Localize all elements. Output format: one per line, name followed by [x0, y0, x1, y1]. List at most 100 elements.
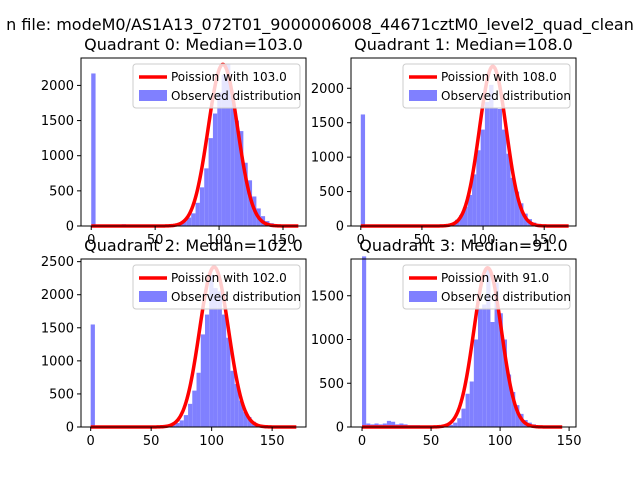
quadrant-3-y-tick-label-1500: 1500 [311, 289, 344, 304]
quadrant-3-x-tick-label-0: 0 [358, 434, 366, 449]
quadrant-3-legend: Poission with 91.0 Observed distribution [402, 264, 571, 310]
quadrant-2-histogram-bar-26 [200, 334, 205, 427]
quadrant-2-histogram-bar-32 [226, 337, 231, 427]
quadrant-1-x-tick-label-100: 100 [471, 233, 496, 248]
quadrant-2-histogram-bar-22 [183, 415, 189, 427]
quadrant-1-y-tick-label-1000: 1000 [311, 151, 344, 166]
quadrant-3-y-tick-label-1000: 1000 [311, 333, 344, 348]
quadrant-3-histogram-bar-24 [461, 408, 466, 428]
quadrant-3-y-tick-label-500: 500 [319, 377, 344, 392]
quadrant-0-x-tick-label-50: 50 [147, 233, 164, 248]
quadrant-2-title: Quadrant 2: Median=102.0 [84, 236, 303, 255]
quadrant-1-histogram-bar-24 [463, 206, 468, 226]
quadrant-3-histogram-bar-6 [386, 420, 392, 428]
quadrant-3-histogram-bar-37 [515, 405, 520, 428]
quadrant-3-x-tick-label-50: 50 [423, 434, 440, 449]
quadrant-0-histogram-bars [91, 64, 300, 227]
quadrant-2-histogram-bar-36 [243, 411, 248, 427]
quadrant-2-y-tick-label-500: 500 [49, 387, 74, 402]
quadrant-3-histogram-bar-28 [477, 308, 483, 428]
quadrant-2-histogram-bar-20 [175, 423, 180, 427]
quadrant-2-y-tick-label-2500: 2500 [41, 255, 74, 270]
quadrant-3-x-tick-label-100: 100 [488, 434, 513, 449]
quadrant-2-histogram-bar-30 [217, 291, 222, 427]
quadrant-1-histogram-bar-27 [476, 150, 481, 226]
quadrant-2-histogram-bar-33 [230, 370, 235, 427]
quadrant-0-x-tick-label-100: 100 [207, 233, 232, 248]
quadrant-3-legend-histogram-swatch [409, 291, 437, 302]
quadrant-0-y-axis: 0 500 1000 1500 2000 [41, 79, 81, 235]
quadrant-1-histogram-bar-25 [467, 195, 473, 226]
quadrant-0-histogram-bar-35 [243, 162, 248, 226]
quadrant-0-histogram-bar-27 [208, 138, 213, 226]
quadrant-0-histogram-bar-28 [212, 113, 218, 226]
quadrant-0-x-axis: 0 50 100 150 [87, 226, 295, 248]
quadrant-0-panel: 0 50 100 150 0 500 1000 1500 2000 Poission with… [41, 35, 307, 248]
quadrant-1-x-tick-label-150: 150 [532, 233, 557, 248]
quadrant-2-histogram-bar-31 [221, 314, 227, 427]
quadrant-3-x-axis: 0 50 100 150 [358, 427, 582, 449]
quadrant-1-panel: 0 50 100 150 0 500 1000 1500 2000 Poission with… [311, 35, 577, 248]
quadrant-1-axes-frame [350, 57, 577, 227]
quadrant-3-title: Quadrant 3: Median=91.0 [359, 236, 567, 255]
quadrant-3-histogram-bar-36 [511, 392, 516, 427]
quadrant-3-histogram-bar-22 [453, 422, 458, 428]
quadrant-0-histogram-bar-33 [234, 120, 240, 226]
quadrant-0-y-tick-label-1500: 1500 [41, 114, 74, 129]
quadrant-2-x-axis: 0 50 100 150 [87, 427, 285, 449]
quadrant-2-x-tick-label-150: 150 [260, 434, 285, 449]
quadrant-2-histogram-bars [90, 274, 294, 427]
quadrant-3-legend-box [402, 264, 571, 310]
quadrant-2-x-tick-label-100: 100 [199, 434, 224, 449]
quadrant-0-legend-observed-label: Observed distribution [171, 89, 301, 103]
quadrant-3-histogram-bar-35 [506, 374, 512, 427]
quadrant-3-legend-poisson-label: Poission with 91.0 [441, 271, 549, 285]
quadrant-0-histogram-bar-26 [204, 168, 209, 226]
quadrant-0-histogram-bar-30 [221, 74, 226, 227]
quadrant-2-histogram-bar-28 [209, 274, 214, 427]
quadrant-0-y-tick-label-1000: 1000 [41, 149, 74, 164]
quadrant-3-histogram-bar-31 [490, 322, 495, 427]
quadrant-3-histogram-bar-7 [391, 421, 396, 427]
quadrant-1-y-axis: 0 500 1000 1500 2000 [311, 82, 351, 235]
quadrant-2-x-tick-label-0: 0 [87, 434, 95, 449]
quadrant-3-histogram-bar-34 [502, 339, 507, 427]
quadrant-0-histogram-bar-24 [195, 202, 200, 226]
quadrant-2-histogram-bar-0 [90, 324, 95, 427]
quadrant-2-y-tick-label-2000: 2000 [41, 288, 74, 303]
quadrant-0-histogram-bar-31 [225, 64, 231, 226]
quadrant-1-histogram-bar-29 [484, 102, 490, 226]
quadrant-2-y-axis: 0 500 1000 1500 2000 2500 [41, 255, 81, 436]
quadrant-1-x-tick-label-0: 0 [357, 233, 365, 248]
quadrant-1-histogram-bar-0 [360, 114, 366, 226]
quadrant-3-y-tick-label-0: 0 [336, 421, 344, 436]
quadrant-1-histogram-bar-36 [514, 191, 520, 226]
quadrant-3-x-tick-label-150: 150 [557, 434, 582, 449]
quadrant-0-y-tick-label-2000: 2000 [41, 79, 74, 94]
quadrant-0-histogram-bar-25 [199, 187, 205, 226]
quadrant-0-legend-box [132, 63, 301, 109]
quadrant-1-title: Quadrant 1: Median=108.0 [354, 35, 573, 54]
quadrant-0-histogram-bar-32 [230, 95, 235, 227]
quadrant-0-histogram-bar-34 [239, 131, 244, 226]
quadrant-1-histogram-bar-26 [472, 174, 477, 226]
quadrant-1-histogram-bar-30 [489, 84, 494, 226]
quadrant-1-histogram-bar-23 [459, 214, 464, 226]
quadrant-1-x-axis: 0 50 100 150 [357, 226, 557, 248]
quadrant-1-legend-poisson-label: Poission with 108.0 [441, 70, 557, 84]
quadrant-1-y-tick-label-1500: 1500 [311, 116, 344, 131]
quadrant-3-histogram-bar-25 [465, 393, 470, 427]
quadrant-0-x-tick-label-150: 150 [271, 233, 296, 248]
quadrant-0-histogram-bar-29 [217, 92, 222, 226]
quadrant-2-histogram-bar-37 [247, 417, 252, 427]
quadrant-0-legend: Poission with 103.0 Observed distributio… [132, 63, 301, 109]
quadrant-1-y-tick-label-2000: 2000 [311, 82, 344, 97]
quadrant-0-legend-poisson-label: Poission with 103.0 [171, 70, 287, 84]
quadrant-0-histogram-bar-0 [91, 73, 96, 227]
quadrant-0-legend-histogram-swatch [139, 90, 167, 101]
quadrant-0-y-tick-label-500: 500 [49, 184, 74, 199]
quadrant-0-title: Quadrant 0: Median=103.0 [84, 35, 303, 54]
quadrant-2-legend-box [132, 264, 301, 310]
